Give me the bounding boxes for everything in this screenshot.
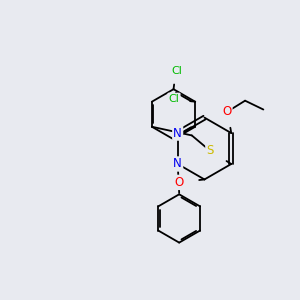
Text: N: N <box>173 127 182 140</box>
Text: N: N <box>173 158 182 170</box>
Text: Cl: Cl <box>171 66 182 76</box>
Text: O: O <box>175 176 184 189</box>
Text: Cl: Cl <box>169 94 179 104</box>
Text: O: O <box>222 105 232 119</box>
Text: S: S <box>206 144 214 157</box>
